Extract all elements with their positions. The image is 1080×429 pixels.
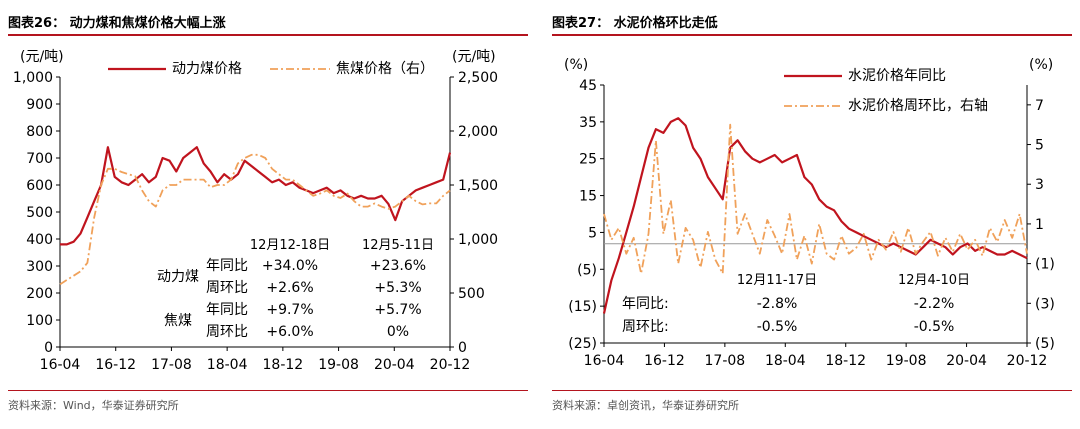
y-tick-label: 0 [44, 340, 53, 356]
x-tick-label: 20-12 [1007, 353, 1048, 369]
x-tick-label: 20-04 [946, 353, 987, 369]
y-tick-label: 25 [579, 152, 597, 168]
series-line-0 [602, 117, 1028, 314]
table-value: 0% [387, 324, 409, 340]
y2-unit-label: (%) [1029, 57, 1053, 73]
series-line-1 [603, 123, 1028, 275]
y-tick-label: 200 [26, 286, 53, 302]
x-tick-label: 18-04 [207, 357, 248, 373]
y2-tick-label: (3) [1035, 296, 1055, 312]
y-tick-label: 300 [26, 259, 53, 275]
x-tick-label: 18-04 [765, 353, 806, 369]
y2-tick-label: (1) [1035, 257, 1055, 273]
title-rule [8, 34, 528, 36]
x-tick-label: 18-12 [825, 353, 866, 369]
y2-unit-label: (元/吨) [452, 49, 496, 65]
table-row-label: 周环比 [206, 324, 248, 340]
coal-price-chart: 0 100 200 300 400 500 600 700 800 900 1,000 0 500 1,0… [13, 49, 498, 373]
table-value: +23.6% [370, 258, 426, 274]
y2-tick-label: 1,000 [458, 232, 498, 248]
y2-tick-label: 1 [1035, 217, 1044, 233]
y2-tick-label: 1,500 [458, 178, 498, 194]
y-tick-label: (25) [568, 336, 597, 352]
x-tick-label: 18-12 [263, 357, 304, 373]
y-tick-label: (5) [577, 262, 597, 278]
chart-title: 图表26： 动力煤和焦煤价格大幅上涨 [8, 16, 226, 31]
footer-rule [8, 390, 528, 391]
x-tick-label: 17-08 [705, 353, 746, 369]
table-value: +9.7% [266, 302, 313, 318]
y-tick-label: 800 [26, 124, 53, 140]
y2-tick-label: 2,000 [458, 124, 498, 140]
y2-tick-label: (5) [1035, 336, 1055, 352]
table-group-label: 焦煤 [164, 313, 192, 329]
table-value: +2.6% [266, 280, 313, 296]
y2-tick-label: 7 [1035, 98, 1044, 114]
table-header: 12月4-10日 [898, 273, 970, 288]
y-tick-label: 700 [26, 151, 53, 167]
table-header: 12月11-17日 [737, 273, 817, 288]
legend-label: 水泥价格周环比，右轴 [848, 98, 988, 114]
y-tick-label: 35 [579, 115, 597, 131]
table-group-label: 动力煤 [157, 269, 199, 285]
x-tick-label: 16-04 [584, 353, 625, 369]
x-tick-label: 16-04 [40, 357, 81, 373]
chart-panel-cement: 图表27： 水泥价格环比走低 (25) (15) (5) 5 15 25 35 45 (5) (3… [552, 0, 1080, 429]
table-row-label: 年同比: [622, 296, 669, 312]
table-header: 12月5-11日 [362, 238, 434, 253]
legend-label: 水泥价格年同比 [848, 68, 946, 84]
y2-tick-label: 500 [458, 286, 485, 302]
y-unit-label: (%) [564, 57, 588, 73]
source-note: 资料来源：Wind，华泰证券研究所 [8, 399, 179, 412]
footer-rule [552, 390, 1072, 391]
table-header: 12月12-18日 [250, 238, 330, 253]
y-tick-label: (15) [568, 299, 597, 315]
y-tick-label: 500 [26, 205, 53, 221]
source-note: 资料来源：卓创资讯，华泰证券研究所 [552, 399, 739, 412]
table-value: +6.0% [266, 324, 313, 340]
y2-tick-label: 5 [1035, 138, 1044, 154]
table-row-label: 周环比 [206, 280, 248, 296]
table-value: +34.0% [262, 258, 318, 274]
table-value: -0.5% [914, 319, 955, 335]
y-tick-label: 5 [588, 225, 597, 241]
legend-label: 焦煤价格（右） [336, 61, 434, 77]
y2-tick-label: 3 [1035, 177, 1044, 193]
table-row-label: 年同比 [206, 302, 248, 318]
x-tick-label: 16-12 [95, 357, 136, 373]
y2-tick-label: 0 [458, 340, 467, 356]
y2-tick-label: 2,500 [458, 70, 498, 86]
table-row-label: 年同比 [206, 258, 248, 274]
x-tick-label: 16-12 [644, 353, 685, 369]
chart-panel-coal: 图表26： 动力煤和焦煤价格大幅上涨 0 100 200 300 400 500 600 70… [8, 0, 538, 429]
x-tick-label: 19-08 [318, 357, 359, 373]
table-value: -2.8% [757, 296, 798, 312]
legend-label: 动力煤价格 [172, 61, 242, 77]
y-unit-label: (元/吨) [20, 49, 64, 65]
table-value: +5.3% [374, 280, 421, 296]
series-line-1 [59, 153, 451, 286]
title-rule [552, 34, 1072, 36]
y-tick-label: 100 [26, 313, 53, 329]
table-value: -0.5% [757, 319, 798, 335]
chart-title: 图表27： 水泥价格环比走低 [552, 16, 718, 31]
y-tick-label: 1,000 [13, 70, 53, 86]
x-tick-label: 19-08 [886, 353, 927, 369]
table-row-label: 周环比: [622, 319, 669, 335]
y-tick-label: 45 [579, 78, 597, 94]
table-value: -2.2% [914, 296, 955, 312]
x-tick-label: 20-12 [430, 357, 471, 373]
y-tick-label: 900 [26, 97, 53, 113]
table-value: +5.7% [374, 302, 421, 318]
series-line-0 [60, 146, 452, 246]
y-tick-label: 400 [26, 232, 53, 248]
x-tick-label: 17-08 [151, 357, 192, 373]
y-tick-label: 600 [26, 178, 53, 194]
x-tick-label: 20-04 [374, 357, 415, 373]
y-tick-label: 15 [579, 189, 597, 205]
